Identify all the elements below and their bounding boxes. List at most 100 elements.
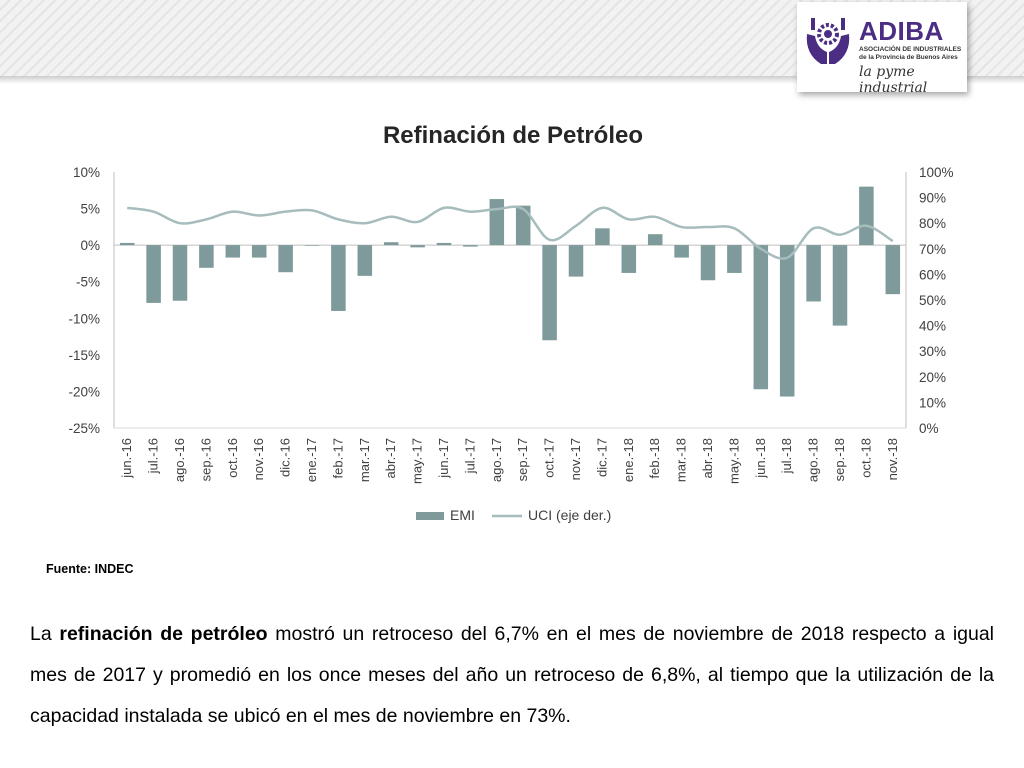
right-tick-label: 100% — [919, 165, 954, 180]
emi-bar — [595, 228, 610, 246]
category-label: mar.-18 — [674, 438, 689, 482]
emi-bar — [568, 245, 584, 277]
hands-gear-icon — [806, 18, 850, 64]
right-axis-ticks: 100% 90% 80% 70% 60% 50% 40% 30% 20% 10% 0% — [919, 165, 954, 436]
paragraph-pre: La — [30, 623, 60, 645]
legend-emi-swatch — [416, 512, 444, 520]
right-tick-label: 80% — [919, 216, 946, 231]
emi-bar — [410, 245, 425, 248]
category-label: nov.-17 — [568, 438, 583, 480]
right-tick-label: 30% — [919, 344, 946, 359]
emi-bar — [885, 245, 901, 295]
category-label: jul.-17 — [462, 438, 477, 474]
emi-bar — [515, 205, 531, 246]
emi-bar — [647, 234, 663, 246]
legend-uci-label: UCI (eje der.) — [528, 507, 611, 523]
category-label: dic.-16 — [278, 438, 293, 477]
paragraph-bold: refinación de petróleo — [59, 623, 268, 645]
left-tick-label: -10% — [68, 311, 100, 326]
chart-title: Refinación de Petróleo — [383, 122, 643, 149]
paragraph-post: mostró un retroceso del 6,7% en el mes d… — [30, 623, 995, 727]
chart-axes — [113, 172, 907, 429]
category-label: ago.-17 — [489, 438, 504, 482]
emi-bar — [621, 245, 637, 273]
category-label: sep.-17 — [515, 438, 530, 481]
category-label: sep.-18 — [832, 438, 847, 481]
refining-chart: Refinación de Petróleo 10% 5% 0% -5% -10% -15… — [68, 122, 954, 523]
category-label: nov.-18 — [885, 438, 900, 480]
category-label: oct.-17 — [542, 438, 557, 478]
category-labels: jun.-16 jul.-16 ago.-16 sep.-16 oct.-16 nov.-… — [119, 438, 900, 484]
category-label: oct.-16 — [225, 438, 240, 478]
category-label: ene.-18 — [621, 438, 636, 482]
uci-line — [127, 205, 894, 260]
category-label: oct.-18 — [858, 438, 873, 478]
emi-bar — [172, 245, 188, 301]
left-tick-label: 5% — [80, 202, 100, 217]
emi-bar — [331, 245, 346, 311]
emi-bar — [727, 245, 742, 273]
right-tick-label: 20% — [919, 370, 946, 385]
header-shadow — [0, 76, 1024, 84]
logo-subtitle: ASOCIACIÓN DE INDUSTRIALES de la Provinc… — [859, 46, 963, 62]
logo-slogan: la pyme industrial — [859, 64, 928, 96]
emi-bar — [806, 245, 821, 302]
left-tick-label: 10% — [73, 165, 100, 180]
emi-bar — [278, 245, 293, 273]
category-label: feb.-18 — [647, 438, 662, 478]
category-label: abr.-17 — [383, 438, 398, 478]
emi-bar — [779, 245, 795, 397]
category-label: jun.-17 — [436, 438, 451, 479]
right-tick-label: 0% — [919, 421, 939, 436]
emi-bar — [436, 242, 452, 246]
left-axis-ticks: 10% 5% 0% -5% -10% -15% -20% -25% — [68, 165, 100, 436]
left-tick-label: -5% — [76, 275, 100, 290]
category-label: jun.-18 — [753, 438, 768, 479]
right-tick-label: 90% — [919, 191, 946, 206]
adiba-logo[interactable]: ADIBA ASOCIACIÓN DE INDUSTRIALES de la P… — [797, 2, 967, 96]
right-tick-label: 40% — [919, 319, 946, 334]
emi-bar — [463, 245, 478, 247]
source-note: Fuente: INDEC — [46, 562, 134, 576]
legend-emi-label: EMI — [450, 507, 475, 523]
emi-bar — [304, 245, 320, 246]
emi-bar — [700, 245, 716, 281]
category-label: may.-17 — [410, 438, 425, 484]
category-label: sep.-16 — [198, 438, 213, 481]
emi-bar — [119, 242, 135, 246]
emi-bar — [542, 245, 557, 341]
chart-legend: EMI UCI (eje der.) — [416, 507, 611, 523]
category-label: nov.-16 — [251, 438, 266, 480]
emi-bar — [859, 186, 874, 246]
right-tick-label: 70% — [919, 242, 946, 257]
emi-bar — [251, 245, 267, 258]
emi-bar — [199, 245, 214, 268]
left-tick-label: -15% — [68, 348, 100, 363]
summary-paragraph: La refinación de petróleo mostró un retr… — [30, 614, 994, 737]
right-tick-label: 60% — [919, 267, 946, 282]
emi-bar — [832, 245, 848, 326]
category-label: may.-18 — [726, 438, 741, 484]
emi-bar — [357, 245, 373, 276]
category-label: feb.-17 — [330, 438, 345, 478]
logo-subtitle-line1: ASOCIACIÓN DE INDUSTRIALES — [859, 46, 962, 53]
category-label: jun.-16 — [119, 438, 134, 479]
category-label: mar.-17 — [357, 438, 372, 482]
category-label: ago.-18 — [806, 438, 821, 482]
category-label: dic.-17 — [594, 438, 609, 477]
emi-bar — [225, 245, 241, 258]
emi-bar — [383, 242, 399, 246]
category-label: abr.-18 — [700, 438, 715, 478]
logo-name: ADIBA — [859, 16, 944, 46]
left-tick-label: -25% — [68, 421, 100, 436]
uci-line-path — [127, 205, 894, 260]
emi-bars — [119, 186, 901, 397]
emi-bar — [489, 199, 505, 246]
logo-subtitle-line2: de la Provincia de Buenos Aires — [859, 54, 958, 61]
left-tick-label: 0% — [80, 238, 100, 253]
emi-bar — [753, 245, 769, 390]
category-label: jul.-18 — [779, 438, 794, 474]
right-tick-label: 50% — [919, 293, 946, 308]
left-tick-label: -20% — [68, 384, 100, 399]
emi-bar — [146, 245, 161, 303]
